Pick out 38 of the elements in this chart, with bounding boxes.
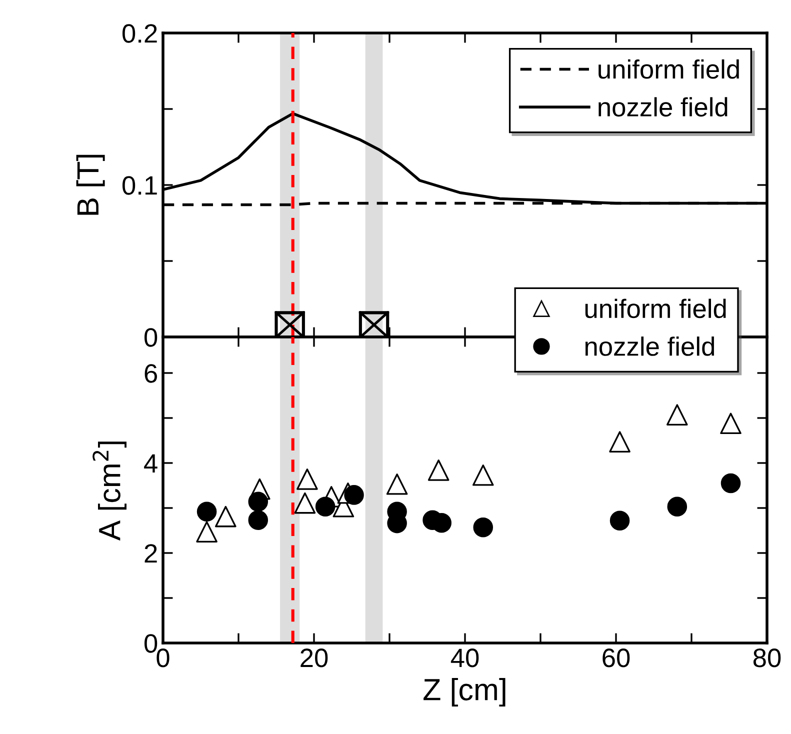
- point: [296, 468, 318, 490]
- x-tick-label: 0: [156, 648, 170, 668]
- point: [667, 496, 688, 517]
- y-axis-title: A [cm$^{2}$]: [92, 442, 126, 541]
- point: [344, 485, 364, 505]
- point: [215, 506, 236, 528]
- point: [248, 492, 268, 512]
- x-tick-label: 20: [300, 648, 328, 668]
- y-tick-label: 6: [144, 364, 157, 383]
- point: [386, 473, 408, 495]
- legend-label: uniform field: [585, 298, 726, 318]
- point: [472, 464, 494, 486]
- point: [428, 460, 450, 481]
- point: [473, 517, 494, 538]
- y-tick-label: 2: [144, 544, 157, 563]
- x-tick-label: 40: [450, 648, 479, 668]
- y-tick-label: 0: [144, 634, 158, 653]
- point: [610, 510, 630, 530]
- legend-label: nozzle field: [598, 97, 728, 117]
- legend-label: uniform field: [598, 59, 739, 79]
- y-tick-label: 0.1: [122, 176, 157, 195]
- point: [720, 412, 742, 434]
- legend-label: nozzle field: [585, 336, 714, 356]
- point: [248, 510, 268, 530]
- point: [196, 502, 217, 522]
- point: [720, 473, 741, 494]
- y-tick-label: 4: [144, 454, 158, 473]
- point: [315, 496, 336, 517]
- x-axis-title: Z [cm]: [424, 678, 506, 706]
- point: [666, 404, 688, 426]
- y-axis-title: B [T]: [76, 154, 105, 215]
- point: [196, 521, 218, 543]
- point: [294, 492, 316, 514]
- y-tick-label: 0: [144, 328, 158, 347]
- y-tick-label: 0.2: [122, 24, 157, 43]
- x-tick-label: 80: [753, 648, 781, 668]
- point: [609, 431, 630, 453]
- x-tick-label: 60: [602, 648, 630, 668]
